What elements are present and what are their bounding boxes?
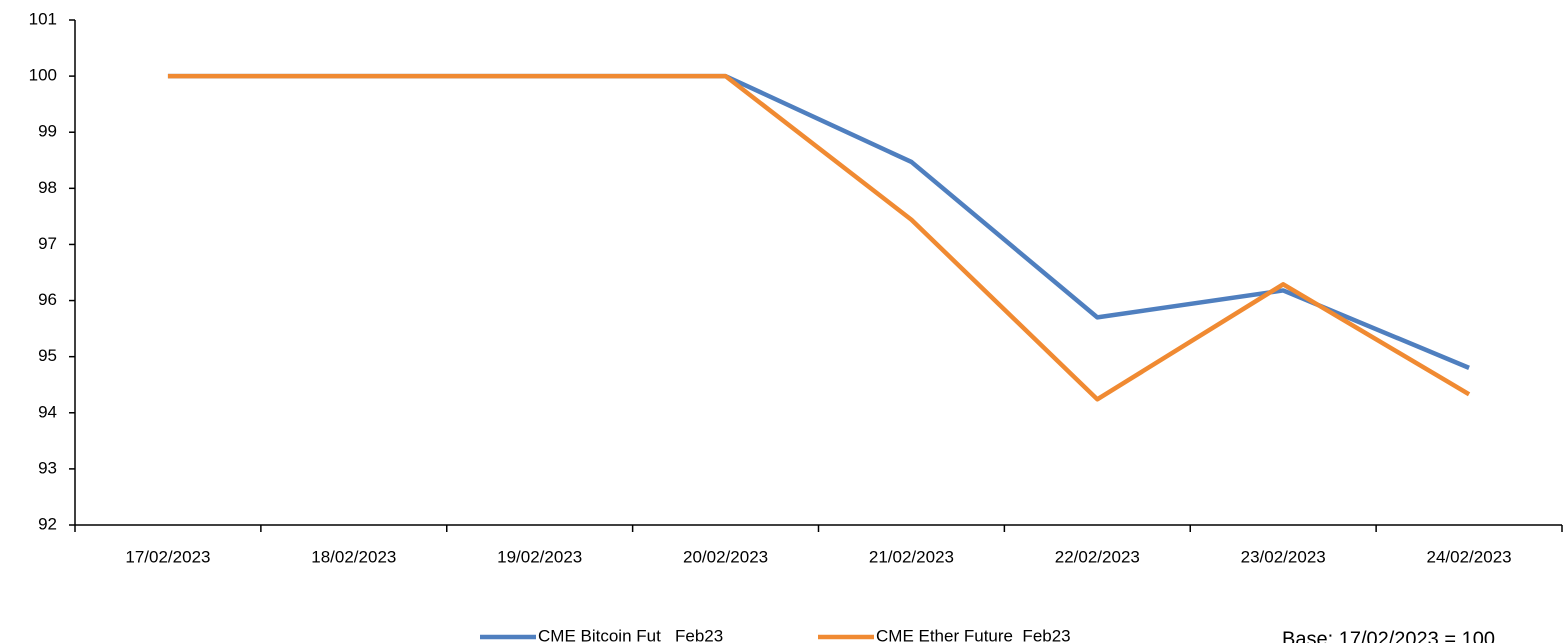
x-tick-label: 24/02/2023	[1427, 547, 1512, 566]
y-tick-label: 96	[38, 290, 57, 309]
y-tick-label: 100	[29, 66, 57, 85]
x-tick-label: 23/02/2023	[1241, 547, 1326, 566]
y-tick-label: 101	[29, 9, 57, 28]
y-tick-label: 98	[38, 178, 57, 197]
x-tick-label: 21/02/2023	[869, 547, 954, 566]
y-tick-label: 97	[38, 234, 57, 253]
x-tick-label: 19/02/2023	[497, 547, 582, 566]
x-tick-label: 20/02/2023	[683, 547, 768, 566]
x-tick-label: 17/02/2023	[125, 547, 210, 566]
y-tick-label: 99	[38, 122, 57, 141]
series-line	[167, 73, 1470, 370]
y-tick-label: 93	[38, 458, 57, 477]
x-tick-label: 22/02/2023	[1055, 547, 1140, 566]
y-tick-label: 95	[38, 346, 57, 365]
legend-label: CME Bitcoin Fut Feb23	[538, 626, 723, 643]
y-tick-label: 92	[38, 514, 57, 533]
y-tick-label: 94	[38, 402, 57, 421]
legend-label: CME Ether Future Feb23	[876, 626, 1071, 643]
x-tick-label: 18/02/2023	[311, 547, 396, 566]
annotation: Base: 17/02/2023 = 100	[1282, 628, 1495, 643]
series-line	[167, 73, 1471, 402]
